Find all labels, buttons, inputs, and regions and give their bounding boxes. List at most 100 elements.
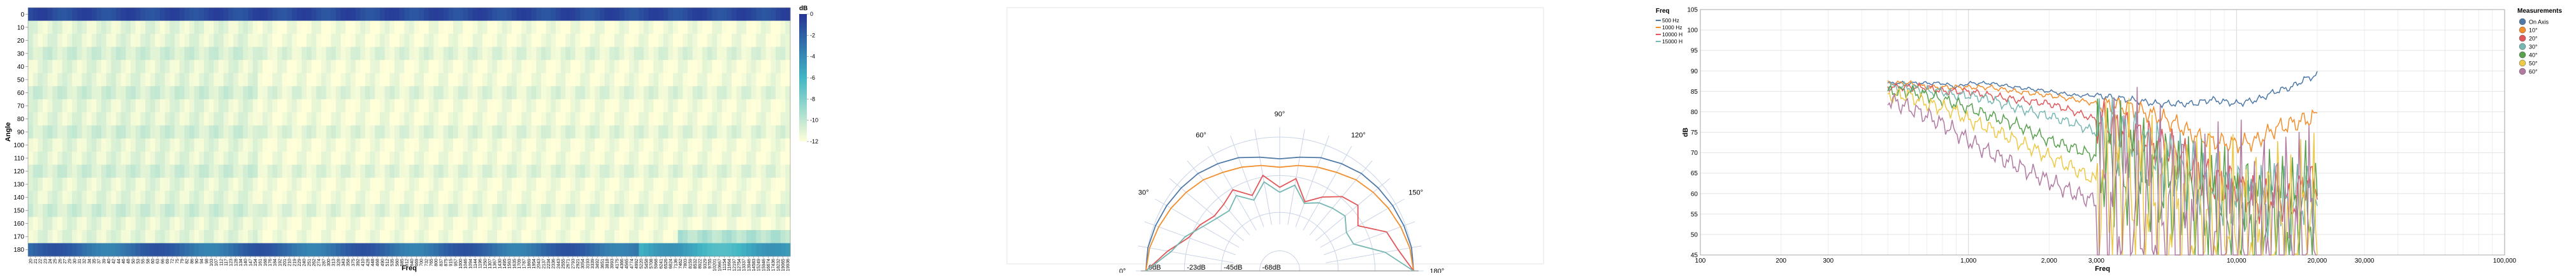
heatmap-cell [340,112,346,126]
heatmap-cell [487,112,493,126]
heatmap-cell [189,99,195,113]
legend-label: 50° [2529,61,2538,67]
heatmap-cell [677,86,683,100]
heatmap-cell [732,151,737,165]
heatmap-cell [771,138,776,152]
heatmap-cell [570,125,576,139]
heatmap-cell [604,8,610,22]
heatmap-cell [384,125,390,139]
legend-swatch [2519,68,2526,75]
heatmap-cell [707,125,713,139]
heatmap-cell [47,60,53,74]
heatmap-cell [761,47,767,61]
legend-swatch [2519,51,2526,59]
heatmap-cell [365,217,371,231]
heatmap-cell [736,177,742,191]
heatmap-cell [43,8,48,22]
heatmap-cell [677,164,683,178]
heatmap-cell [389,34,395,48]
heatmap-cell [521,73,527,87]
heatmap-cell [551,191,556,205]
heatmap-cell [776,86,781,100]
heatmap-cell [688,86,693,100]
heatmap-cell [721,164,727,178]
heatmap-cell [131,138,136,152]
heatmap-cell [219,191,224,205]
heatmap-cell [565,86,571,100]
heatmap-cell [155,112,161,126]
heatmap-cell [565,151,571,165]
heatmap-cell [487,86,493,100]
heatmap-cell [340,86,346,100]
heatmap-cell [697,47,703,61]
heatmap-cell [277,138,283,152]
heatmap-cell [507,86,512,100]
heatmap-cell [487,177,493,191]
heatmap-cell [345,217,351,231]
heatmap-cell [272,177,278,191]
x-tick-label: 2555 [561,259,566,269]
heatmap-cell [712,73,718,87]
heatmap-cell [590,125,595,139]
heatmap-cell [575,203,581,217]
heatmap-cell [512,177,517,191]
heatmap-cell [252,34,258,48]
heatmap-cell [644,112,649,126]
heatmap-cell [468,20,474,34]
heatmap-cell [556,73,561,87]
heatmap-cell [619,243,625,257]
heatmap-cell [277,177,283,191]
angle-label: 30° [1138,189,1149,197]
heatmap-cell [668,20,674,34]
heatmap-cell [521,8,527,22]
heatmap-cell [287,73,293,87]
heatmap-cell [428,164,434,178]
heatmap-cell [263,86,268,100]
heatmap-cell [248,164,254,178]
heatmap-cell [468,151,474,165]
heatmap-cell [482,164,488,178]
heatmap-cell [140,229,146,243]
heatmap-cell [502,86,507,100]
heatmap-cell [472,229,478,243]
heatmap-cell [233,203,239,217]
x-tick-label: 512 [386,259,390,266]
heatmap-cell [145,86,151,100]
heatmap-cell [360,125,366,139]
heatmap-cell [204,60,210,74]
heatmap-cell [28,47,34,61]
heatmap-cell [521,99,527,113]
heatmap-cell [707,99,713,113]
heatmap-cell [252,86,258,100]
heatmap-cell [507,138,512,152]
heatmap-cell [756,125,762,139]
heatmap-cell [106,177,112,191]
heatmap-cell [399,73,405,87]
heatmap-cell [785,125,791,139]
heatmap-cell [580,73,586,87]
heatmap-cell [257,47,263,61]
heatmap-cell [394,73,400,87]
heatmap-cell [741,164,747,178]
heatmap-cell [164,125,170,139]
heatmap-cell [668,112,674,126]
heatmap-cell [126,229,131,243]
heatmap-cell [433,177,439,191]
heatmap-cell [301,20,307,34]
heatmap-cell [140,203,146,217]
x-tick-label: 128 [234,259,238,266]
heatmap-cell [272,60,278,74]
heatmap-cell [546,99,551,113]
heatmap-cell [131,217,136,231]
heatmap-cell [67,138,73,152]
heatmap-cell [741,243,747,257]
heatmap-cell [208,73,214,87]
y-tick-label: 70 [1691,150,1698,157]
heatmap-cell [492,47,498,61]
heatmap-cell [33,34,38,48]
heatmap-cell [307,20,312,34]
heatmap-cell [380,125,386,139]
heatmap-cell [741,20,747,34]
heatmap-cell [228,73,234,87]
heatmap-cell [482,203,488,217]
